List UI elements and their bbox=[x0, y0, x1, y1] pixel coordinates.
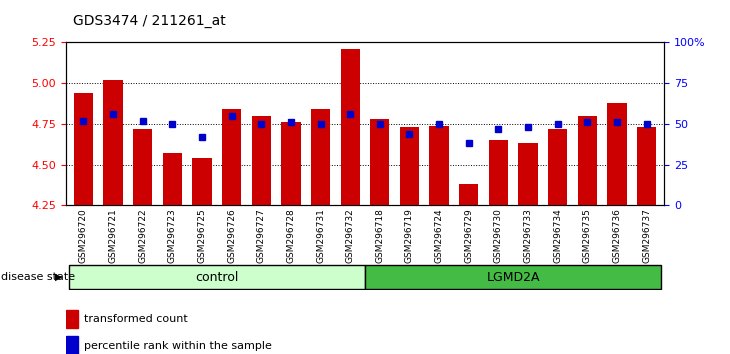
Text: GDS3474 / 211261_at: GDS3474 / 211261_at bbox=[73, 14, 226, 28]
Text: GSM296727: GSM296727 bbox=[257, 208, 266, 263]
Text: GSM296735: GSM296735 bbox=[583, 208, 592, 263]
Text: GSM296736: GSM296736 bbox=[612, 208, 621, 263]
Text: percentile rank within the sample: percentile rank within the sample bbox=[84, 341, 272, 351]
Text: GSM296728: GSM296728 bbox=[286, 208, 296, 263]
Text: GSM296723: GSM296723 bbox=[168, 208, 177, 263]
Bar bbox=[518, 143, 537, 205]
Text: GSM296729: GSM296729 bbox=[464, 208, 473, 263]
Text: GSM296720: GSM296720 bbox=[79, 208, 88, 263]
Bar bbox=[459, 184, 478, 205]
Text: GSM296730: GSM296730 bbox=[494, 208, 503, 263]
Text: GSM296737: GSM296737 bbox=[642, 208, 651, 263]
Bar bbox=[311, 109, 330, 205]
Text: control: control bbox=[195, 270, 239, 284]
Bar bbox=[637, 127, 656, 205]
Bar bbox=[548, 129, 567, 205]
Text: GSM296724: GSM296724 bbox=[434, 208, 444, 263]
Text: GSM296731: GSM296731 bbox=[316, 208, 325, 263]
Bar bbox=[281, 122, 301, 205]
Text: GSM296718: GSM296718 bbox=[375, 208, 384, 263]
Bar bbox=[577, 116, 597, 205]
Text: GSM296733: GSM296733 bbox=[523, 208, 532, 263]
Text: ▶: ▶ bbox=[55, 272, 62, 282]
Bar bbox=[341, 49, 360, 205]
Text: GSM296725: GSM296725 bbox=[198, 208, 207, 263]
Text: transformed count: transformed count bbox=[84, 314, 188, 324]
Bar bbox=[69, 265, 365, 289]
Bar bbox=[222, 109, 242, 205]
Bar bbox=[163, 153, 182, 205]
Bar bbox=[607, 103, 626, 205]
Bar bbox=[66, 336, 78, 354]
Bar bbox=[66, 310, 78, 329]
Text: GSM296719: GSM296719 bbox=[405, 208, 414, 263]
Text: LGMD2A: LGMD2A bbox=[486, 270, 540, 284]
Bar bbox=[429, 126, 449, 205]
Bar bbox=[400, 127, 419, 205]
Bar bbox=[370, 119, 389, 205]
Text: GSM296734: GSM296734 bbox=[553, 208, 562, 263]
Text: GSM296732: GSM296732 bbox=[346, 208, 355, 263]
Text: GSM296721: GSM296721 bbox=[109, 208, 118, 263]
Bar bbox=[193, 158, 212, 205]
Bar bbox=[365, 265, 661, 289]
Bar bbox=[104, 80, 123, 205]
Text: GSM296722: GSM296722 bbox=[138, 208, 147, 263]
Bar bbox=[133, 129, 153, 205]
Text: disease state: disease state bbox=[1, 272, 75, 282]
Bar bbox=[74, 93, 93, 205]
Text: GSM296726: GSM296726 bbox=[227, 208, 236, 263]
Bar bbox=[488, 140, 508, 205]
Bar bbox=[252, 116, 271, 205]
